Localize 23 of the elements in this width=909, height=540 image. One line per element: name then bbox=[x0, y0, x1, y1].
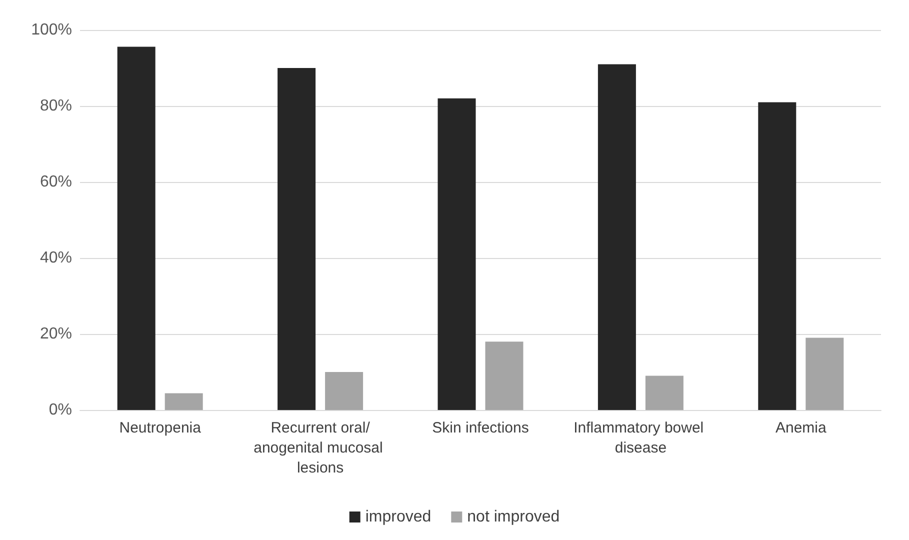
y-tick-label: 60% bbox=[40, 174, 72, 190]
y-tick-label: 20% bbox=[40, 326, 72, 342]
y-tick-label: 0% bbox=[48, 402, 72, 418]
bar bbox=[485, 342, 524, 410]
x-tick-label: Recurrent oral/anogenital mucosal lesions bbox=[254, 420, 388, 476]
bar bbox=[806, 338, 844, 410]
y-tick-label: 40% bbox=[40, 250, 72, 266]
bar bbox=[117, 46, 156, 410]
bar bbox=[164, 393, 203, 410]
x-tick-label: Inflammatory bowel disease bbox=[574, 420, 708, 456]
bar bbox=[325, 372, 364, 410]
bar bbox=[278, 68, 316, 410]
legend-label: not improved bbox=[467, 508, 560, 526]
x-tick-label: Anemia bbox=[775, 420, 827, 436]
bar bbox=[598, 64, 636, 410]
x-tick-label: Neutropenia bbox=[119, 420, 202, 436]
bar bbox=[758, 102, 796, 410]
x-tick-label: Skin infections bbox=[432, 420, 529, 436]
y-tick-label: 80% bbox=[40, 98, 72, 114]
y-tick-label: 100% bbox=[31, 22, 72, 38]
bar bbox=[645, 376, 684, 410]
bar bbox=[438, 98, 476, 410]
legend-label: improved bbox=[365, 508, 432, 526]
